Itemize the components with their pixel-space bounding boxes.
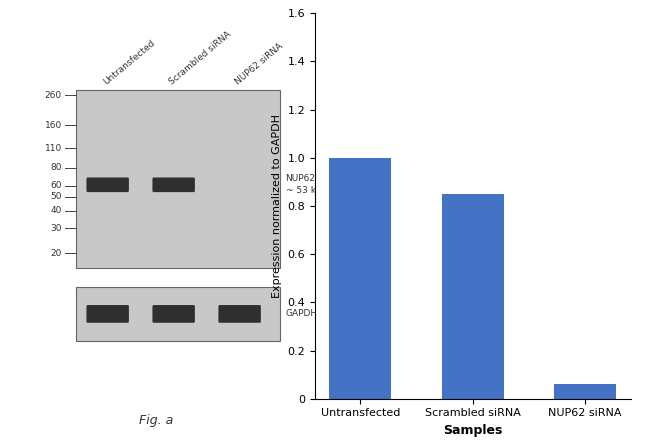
Text: 20: 20 <box>51 249 62 258</box>
Text: Fig. a: Fig. a <box>139 414 174 427</box>
FancyBboxPatch shape <box>86 178 129 192</box>
Text: 260: 260 <box>45 91 62 100</box>
Text: 40: 40 <box>51 206 62 215</box>
Text: GAPDH: GAPDH <box>285 309 318 319</box>
Text: 50: 50 <box>50 192 62 202</box>
Text: Untransfected: Untransfected <box>102 38 157 86</box>
FancyBboxPatch shape <box>152 305 195 323</box>
Text: 110: 110 <box>44 144 62 153</box>
Text: NUP62 siRNA: NUP62 siRNA <box>234 42 285 86</box>
Bar <box>442 194 504 399</box>
Text: 160: 160 <box>44 121 62 130</box>
FancyBboxPatch shape <box>152 178 195 192</box>
Text: 30: 30 <box>50 224 62 233</box>
X-axis label: Samples: Samples <box>443 424 502 437</box>
Text: 80: 80 <box>50 163 62 172</box>
Bar <box>554 384 616 399</box>
Bar <box>330 158 391 399</box>
Y-axis label: Expression normalized to GAPDH: Expression normalized to GAPDH <box>272 114 282 298</box>
Bar <box>76 287 280 341</box>
Text: NUP62
~ 53 kDa: NUP62 ~ 53 kDa <box>285 175 328 195</box>
Bar <box>76 90 280 268</box>
FancyBboxPatch shape <box>86 305 129 323</box>
Text: Scrambled siRNA: Scrambled siRNA <box>168 30 233 86</box>
FancyBboxPatch shape <box>218 305 261 323</box>
Text: 60: 60 <box>50 181 62 190</box>
